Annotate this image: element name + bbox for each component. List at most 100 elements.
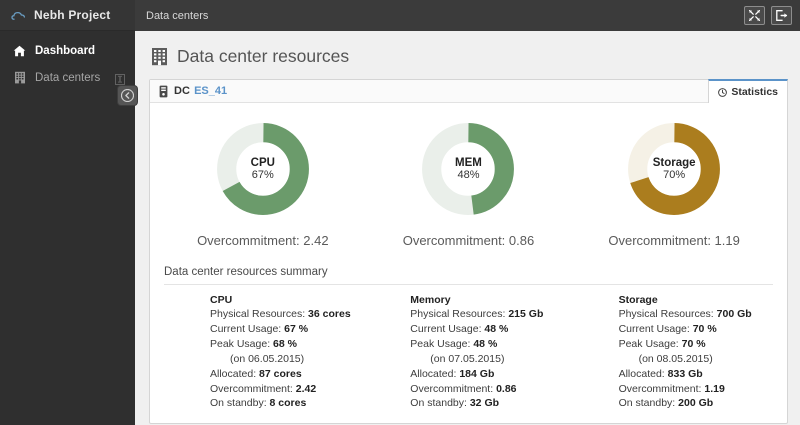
summary-row-label: On standby:: [210, 397, 267, 410]
summary-row-value: 87 cores: [259, 367, 302, 380]
summary-heading: Data center resources summary: [164, 266, 773, 285]
page-title-text: Data center resources: [177, 46, 350, 66]
dc-panel-es41: DC ES_41 Statistics: [149, 79, 788, 425]
summary-row-label: Current Usage:: [210, 322, 282, 335]
donut-cell-mem: MEM 48% Overcommitment: 0.86: [367, 121, 571, 248]
summary-row-value: 67 %: [284, 322, 309, 335]
summary-row-value: 70 %: [681, 337, 706, 350]
summary-row-label: Current Usage:: [410, 322, 482, 335]
home-icon: [12, 45, 27, 57]
content-area: Data center resources DC ES_41: [135, 31, 800, 425]
sidebar: Nebh Project Dashboard: [0, 0, 141, 425]
topbar: Data centers: [135, 0, 800, 31]
overcommitment-cpu: Overcommitment: 2.42: [197, 233, 329, 248]
sidebar-collapse-button[interactable]: [118, 86, 137, 105]
summary-row-value: 70 %: [692, 322, 717, 335]
summary-column-title: Storage: [618, 294, 658, 306]
overcommitment-mem: Overcommitment: 0.86: [402, 233, 535, 248]
panel-header[interactable]: DC ES_41 Statistics: [150, 79, 788, 103]
summary-row-date: (on 08.05.2015): [638, 352, 713, 365]
brand-title: Nebh Project: [34, 8, 111, 22]
summary-row-label: Physical Resources:: [210, 308, 306, 320]
summary-row-label: Overcommitment:: [210, 382, 293, 395]
summary-columns: CPU Physical Resources: 36 cores Current…: [150, 285, 787, 423]
sidebar-item-dashboard[interactable]: Dashboard: [0, 37, 141, 64]
summary-row: Overcommitment: 2.42: [210, 382, 362, 397]
summary-row: Allocated: 87 cores: [210, 367, 362, 382]
summary-row-label: Physical Resources:: [618, 308, 714, 320]
donut-chart-mem: MEM 48%: [420, 121, 516, 217]
sidebar-item-badge-icon: [115, 72, 125, 85]
logout-button[interactable]: [771, 6, 792, 25]
summary-column-memory: Memory Physical Resources: 215 Gb Curren…: [362, 294, 574, 411]
summary-row-value: 48 %: [484, 322, 509, 335]
summary-row-value: 68 %: [273, 337, 297, 350]
summary-row-value: 215 Gb: [508, 308, 544, 320]
main-area: Data centers: [135, 0, 800, 425]
fullscreen-button[interactable]: [744, 6, 765, 25]
summary-column-cpu: CPU Physical Resources: 36 cores Current…: [150, 294, 362, 411]
summary-row-value: 700 Gb: [716, 308, 752, 320]
summary-row-value: 200 Gb: [678, 397, 714, 410]
summary-row: On standby: 32 Gb: [410, 396, 574, 411]
summary-row-date: (on 06.05.2015): [230, 352, 305, 365]
chevron-left-circle-icon: [121, 89, 134, 102]
summary-row: On standby: 8 cores: [210, 396, 362, 411]
building-icon: [12, 71, 27, 84]
summary-row-label: Peak Usage:: [410, 337, 471, 350]
summary-row-label: On standby:: [410, 397, 467, 410]
summary-row: On standby: 200 Gb: [619, 396, 787, 411]
clock-icon: [718, 87, 728, 97]
summary-row-label: Allocated:: [618, 367, 665, 380]
building-icon: [151, 47, 168, 66]
brand[interactable]: Nebh Project: [0, 0, 135, 31]
summary-row: Overcommitment: 1.19: [619, 382, 787, 397]
summary-column-title: Memory: [410, 294, 451, 306]
summary-row: Physical Resources: 700 Gb: [619, 307, 787, 322]
summary-row-date: (on 07.05.2015): [430, 352, 505, 365]
summary-row-label: Overcommitment:: [618, 382, 702, 395]
panel-body: CPU 67% Overcommitment: 2.42: [150, 103, 787, 423]
summary-row: Peak Usage: 48 %: [410, 337, 574, 352]
summary-column-title: CPU: [210, 294, 233, 306]
summary-row: Physical Resources: 215 Gb: [410, 307, 574, 322]
summary-row: Overcommitment: 0.86: [410, 382, 574, 397]
breadcrumb[interactable]: Data centers: [146, 9, 209, 22]
tab-statistics-label: Statistics: [731, 86, 778, 98]
summary-row-label: Allocated:: [210, 367, 257, 380]
dc-prefix: DC: [174, 85, 191, 97]
donut-cell-cpu: CPU 67% Overcommitment: 2.42: [161, 121, 365, 248]
summary-row-value: 184 Gb: [459, 367, 495, 380]
summary-row: Current Usage: 70 %: [619, 322, 787, 337]
summary-row: Current Usage: 67 %: [210, 322, 362, 337]
summary-row-label: Peak Usage:: [210, 337, 271, 350]
cloud-icon: [11, 8, 27, 22]
summary-row-value: 8 cores: [269, 397, 307, 410]
summary-row-value: 36 cores: [308, 308, 351, 320]
summary-row: Current Usage: 48 %: [410, 322, 574, 337]
summary-row-label: Physical Resources:: [410, 308, 506, 320]
tab-statistics[interactable]: Statistics: [708, 79, 788, 103]
summary-row-label: Peak Usage:: [618, 337, 679, 350]
summary-row-label: Allocated:: [410, 367, 457, 380]
summary-row-label: Current Usage:: [618, 322, 690, 335]
overcommitment-storage: Overcommitment: 1.19: [608, 233, 740, 248]
donut-chart-storage: Storage 70%: [626, 121, 722, 217]
dc-name-link[interactable]: ES_41: [194, 85, 228, 97]
sidebar-item-data-centers[interactable]: Data centers: [0, 64, 135, 91]
donut-row: CPU 67% Overcommitment: 2.42: [150, 113, 787, 248]
server-icon: [159, 85, 168, 98]
donut-chart-cpu: CPU 67%: [215, 121, 311, 217]
summary-row-value: 1.19: [704, 382, 725, 395]
summary-row: Peak Usage: 70 %: [619, 337, 787, 352]
summary-row-label: Overcommitment:: [410, 382, 494, 395]
summary-row-value: 32 Gb: [469, 397, 500, 410]
summary-row-value: 0.86: [496, 382, 517, 395]
summary-row-label: On standby:: [618, 397, 676, 410]
sign-out-icon: [775, 10, 787, 21]
summary-row-value: 48 %: [473, 337, 498, 350]
sidebar-nav: Dashboard Data centers: [0, 31, 141, 91]
summary-row: Peak Usage: 68 %: [210, 337, 362, 352]
summary-row: Allocated: 184 Gb: [410, 367, 574, 382]
